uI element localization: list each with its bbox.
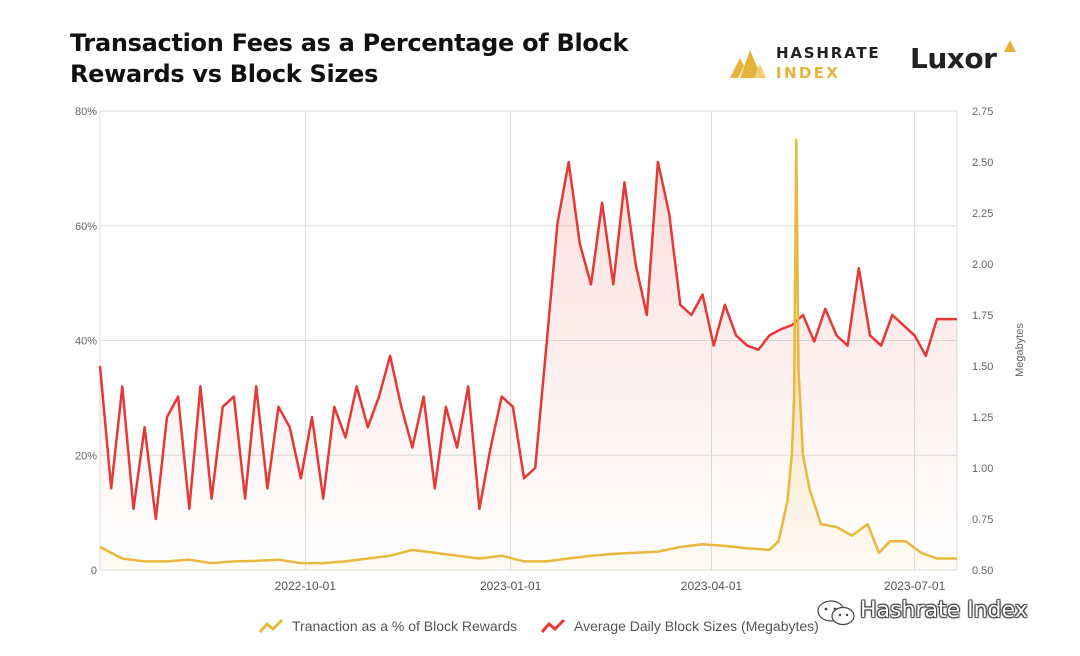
fee-series-line (99, 138, 957, 565)
x-tick-label: 2023-04-01 (681, 579, 743, 593)
legend-line-red-icon (540, 618, 566, 633)
hashrate-wordmark: HASHRATE (776, 44, 881, 62)
blocksize-series-area (100, 162, 957, 570)
y-left-tick-label: 20% (75, 450, 97, 462)
legend-label-block-sizes: Average Daily Block Sizes (Megabytes) (574, 618, 819, 634)
y-right-tick-label: 2.50 (972, 157, 993, 169)
y-left-tick-label: 0 (91, 565, 97, 577)
x-tick-label: 2023-01-01 (480, 579, 542, 593)
y-right-tick-label: 1.25 (972, 412, 993, 424)
wechat-icon (817, 600, 855, 626)
watermark-text: Hashrate Index (860, 598, 1028, 623)
watermark: Hashrate Index (816, 597, 1056, 629)
legend-label-fees: Tranaction as a % of Block Rewards (292, 618, 518, 634)
y-right-tick-label: 1.00 (972, 463, 993, 475)
y-left-tick-label: 40% (75, 336, 97, 348)
hashrate-index-icon (730, 50, 766, 78)
y-left-tick-label: 80% (75, 106, 97, 118)
legend-line-gold-icon (258, 618, 284, 633)
y-right-tick-label: 0.75 (972, 514, 993, 526)
chart-title: Transaction Fees as a Percentage of Bloc… (70, 29, 629, 88)
y-right-axis-label: Megabytes (1014, 323, 1026, 377)
y-right-tick-label: 0.50 (972, 565, 993, 577)
y-right-tick-label: 2.25 (972, 208, 993, 220)
luxor-logo: Luxor (910, 42, 997, 75)
chart-area: 0 20% 40% 60% 80% 0.50 0.75 1.00 1.25 1.50 1.75 2.0… (75, 106, 1026, 593)
hashrate-index-logo: HASHRATE INDEX (730, 44, 890, 84)
x-tick-label: 2023-07-01 (884, 579, 946, 593)
luxor-mark-icon (1004, 40, 1016, 52)
index-wordmark: INDEX (776, 64, 841, 82)
y-right-tick-label: 2.00 (972, 259, 993, 271)
y-right-tick-label: 2.75 (972, 106, 993, 118)
y-right-tick-label: 1.50 (972, 361, 993, 373)
y-left-tick-label: 60% (75, 221, 97, 233)
blocksize-series-line (98, 160, 957, 521)
y-right-tick-label: 1.75 (972, 310, 993, 322)
x-tick-label: 2022-10-01 (275, 579, 337, 593)
